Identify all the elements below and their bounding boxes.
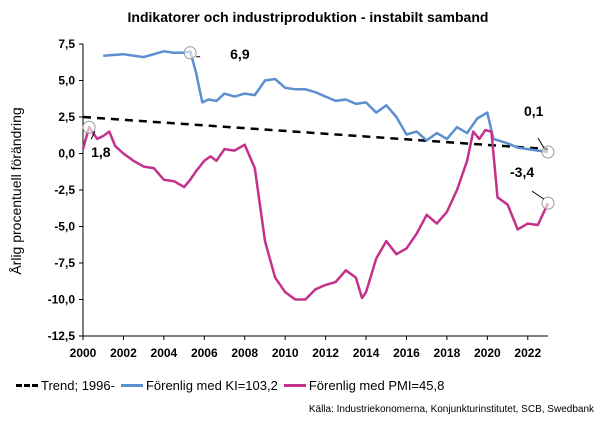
x-tick-label: 2004 (151, 346, 178, 360)
annotation-marker (541, 145, 555, 159)
y-tick-label: -2,5 (54, 183, 75, 197)
annotation-marker (541, 196, 555, 210)
annotation-marker (82, 120, 96, 134)
series-line-2 (81, 125, 550, 301)
legend-label-pmi: Förenlig med PMI=45,8 (308, 378, 445, 393)
x-tick-label: 2012 (312, 346, 339, 360)
y-tick-label: -5,0 (54, 220, 75, 234)
x-tick-label: 2008 (231, 346, 258, 360)
x-tick-label: 2014 (353, 346, 380, 360)
x-tick-label: 2002 (110, 346, 137, 360)
annotation-leader (537, 137, 545, 149)
annotation-label: 6,9 (230, 46, 250, 62)
x-tick-label: 2006 (191, 346, 218, 360)
series-line-0 (82, 115, 549, 151)
y-tick-label: -10,0 (48, 293, 76, 307)
x-tick-label: 2016 (393, 346, 420, 360)
legend-item-trend: Trend; 1996- (16, 378, 115, 393)
x-tick-label: 2022 (514, 346, 541, 360)
chart-title: Indikatorer och industriproduktion - ins… (127, 9, 489, 25)
source-note: Källa: Industriekonomerna, Konjunkturins… (308, 404, 594, 415)
x-tick-label: 2020 (474, 346, 501, 360)
y-tick-label: 2,5 (58, 110, 75, 124)
y-tick-label: 7,5 (58, 37, 75, 51)
legend-item-ki: Förenlig med KI=103,2 (120, 378, 278, 393)
y-tick-label: 0,0 (58, 147, 75, 161)
legend: Trend; 1996- Förenlig med KI=103,2 Fören… (16, 378, 444, 393)
legend-swatch-ki (120, 384, 143, 387)
annotation-label: 0,1 (524, 103, 544, 119)
y-tick-label: -7,5 (54, 256, 75, 270)
y-tick-label: -12,5 (48, 329, 76, 343)
y-tick-label: 5,0 (58, 74, 75, 88)
annotation-leader (90, 130, 96, 140)
x-tick-label: 2018 (434, 346, 461, 360)
legend-label-trend: Trend; 1996- (41, 378, 115, 393)
x-tick-label: 2000 (70, 346, 97, 360)
annotation-label: -3,4 (510, 164, 534, 180)
legend-swatch-trend (16, 384, 38, 387)
annotation-marker (183, 46, 197, 60)
legend-swatch-pmi (283, 384, 306, 387)
legend-label-ki: Förenlig med KI=103,2 (145, 378, 278, 393)
annotation-leader (531, 190, 545, 200)
x-tick-label: 2010 (272, 346, 299, 360)
legend-item-pmi: Förenlig med PMI=45,8 (283, 378, 445, 393)
annotation-label: 1,8 (91, 144, 111, 160)
